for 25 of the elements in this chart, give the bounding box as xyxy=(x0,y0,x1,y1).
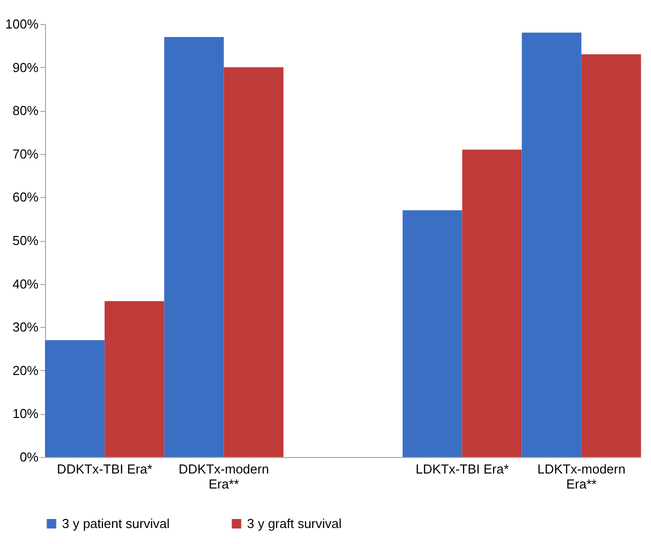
legend-label: 3 y graft survival xyxy=(247,516,342,531)
bar xyxy=(402,210,462,457)
x-tick-label: DDKTx-modern Era** xyxy=(178,462,269,492)
bar xyxy=(45,340,105,457)
x-tick-label: DDKTx-TBI Era* xyxy=(56,462,152,476)
x-tick-label: LDKTx-modern Era** xyxy=(537,462,626,492)
bar xyxy=(522,32,582,457)
y-tick-label: 10% xyxy=(12,406,39,422)
y-tick-label: 40% xyxy=(12,276,39,292)
y-tick-label: 70% xyxy=(12,146,39,162)
y-tick-label: 0% xyxy=(20,450,39,464)
y-tick-label: 60% xyxy=(12,190,39,205)
bar xyxy=(164,36,224,457)
bar xyxy=(224,67,284,457)
y-tick-label: 80% xyxy=(12,103,39,118)
y-tick-label: 100% xyxy=(5,16,39,32)
bar xyxy=(104,301,164,457)
y-tick-label: 20% xyxy=(12,362,39,378)
bar xyxy=(581,54,641,457)
y-tick-label: 30% xyxy=(12,320,39,335)
bar xyxy=(462,150,522,457)
x-tick-label: LDKTx-TBI Era* xyxy=(416,462,509,476)
y-tick-label: 50% xyxy=(12,233,39,248)
legend-label: 3 y patient survival xyxy=(62,516,170,531)
y-tick-label: 90% xyxy=(12,60,39,75)
